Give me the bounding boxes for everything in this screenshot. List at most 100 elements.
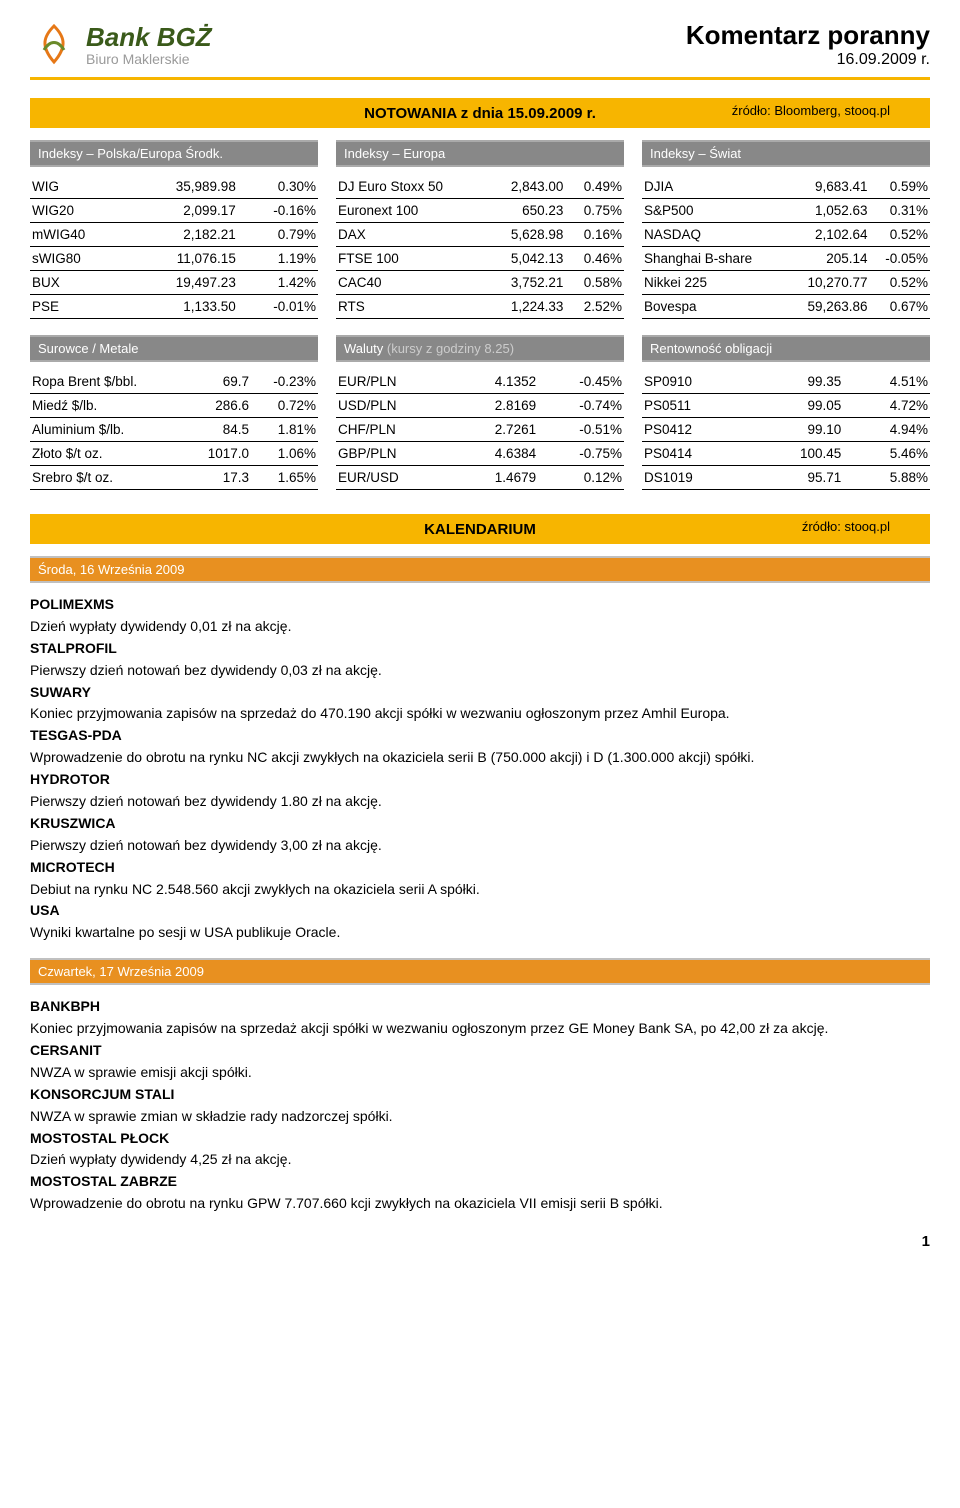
kal-text: NWZA w sprawie zmian w składzie rady nad… xyxy=(30,1107,930,1126)
kal-text: Pierwszy dzień notowań bez dywidendy 3,0… xyxy=(30,836,930,855)
table-row: Złoto $/t oz.1017.01.06% xyxy=(30,442,318,466)
row-value: 286.6 xyxy=(186,394,251,418)
table-row: mWIG402,182.210.79% xyxy=(30,223,318,247)
logo-icon xyxy=(30,20,78,68)
kal-ticker: MOSTOSTAL ZABRZE xyxy=(30,1172,930,1191)
row-label: FTSE 100 xyxy=(336,247,487,271)
row-label: GBP/PLN xyxy=(336,442,455,466)
row-value: 9,683.41 xyxy=(787,175,870,199)
page-header: Bank BGŻ Biuro Maklerskie Komentarz pora… xyxy=(30,20,930,80)
day1-body: POLIMEXMS Dzień wypłaty dywidendy 0,01 zł… xyxy=(30,595,930,942)
row-value: 5.46% xyxy=(843,442,930,466)
row-value: 0.58% xyxy=(565,271,624,295)
kal-text: Koniec przyjmowania zapisów na sprzedaż … xyxy=(30,1019,930,1038)
row-value: 1017.0 xyxy=(186,442,251,466)
kal-text: Debiut na rynku NC 2.548.560 akcji zwykł… xyxy=(30,880,930,899)
table-row: DJIA9,683.410.59% xyxy=(642,175,930,199)
logo: Bank BGŻ Biuro Maklerskie xyxy=(30,20,212,68)
row-value: 2,843.00 xyxy=(487,175,565,199)
currencies-head-main: Waluty xyxy=(344,341,387,356)
row-label: Aluminium $/lb. xyxy=(30,418,186,442)
row-label: Srebro $/t oz. xyxy=(30,466,186,490)
kal-ticker: KRUSZWICA xyxy=(30,814,930,833)
kal-text: Dzień wypłaty dywidendy 4,25 zł na akcję… xyxy=(30,1150,930,1169)
table-row: Srebro $/t oz.17.31.65% xyxy=(30,466,318,490)
row-label: DJ Euro Stoxx 50 xyxy=(336,175,487,199)
row-value: 99.35 xyxy=(750,370,843,394)
table-row: Shanghai B-share205.14-0.05% xyxy=(642,247,930,271)
row-value: 95.71 xyxy=(750,466,843,490)
table-poland: WIG35,989.980.30%WIG202,099.17-0.16%mWIG… xyxy=(30,175,318,319)
row-value: 0.52% xyxy=(870,271,930,295)
row-label: CHF/PLN xyxy=(336,418,455,442)
table-head-europe: Indeksy – Europa xyxy=(336,140,624,167)
row-value: 0.79% xyxy=(238,223,318,247)
table-head-bonds: Rentowność obligacji xyxy=(642,335,930,362)
table-row: Miedź $/lb.286.60.72% xyxy=(30,394,318,418)
row-value: 17.3 xyxy=(186,466,251,490)
kal-text: Pierwszy dzień notowań bez dywidendy 1.8… xyxy=(30,792,930,811)
day2-body: BANKBPH Koniec przyjmowania zapisów na sp… xyxy=(30,997,930,1213)
table-head-currencies: Waluty (kursy z godziny 8.25) xyxy=(336,335,624,362)
row-label: USD/PLN xyxy=(336,394,455,418)
kal-ticker: STALPROFIL xyxy=(30,639,930,658)
table-row: BUX19,497.231.42% xyxy=(30,271,318,295)
table-europe: DJ Euro Stoxx 502,843.000.49%Euronext 10… xyxy=(336,175,624,319)
row-label: WIG20 xyxy=(30,199,128,223)
row-label: NASDAQ xyxy=(642,223,787,247)
row-value: 4.94% xyxy=(843,418,930,442)
day2-head: Czwartek, 17 Września 2009 xyxy=(30,958,930,985)
row-value: 84.5 xyxy=(186,418,251,442)
notowania-source: źródło: Bloomberg, stooq.pl xyxy=(732,103,890,118)
row-value: 1.65% xyxy=(251,466,318,490)
kal-ticker: POLIMEXMS xyxy=(30,595,930,614)
kal-text: Wprowadzenie do obrotu na rynku GPW 7.70… xyxy=(30,1194,930,1213)
kal-text: NWZA w sprawie emisji akcji spółki. xyxy=(30,1063,930,1082)
row-value: 5,042.13 xyxy=(487,247,565,271)
row-value: 3,752.21 xyxy=(487,271,565,295)
kal-text: Wprowadzenie do obrotu na rynku NC akcji… xyxy=(30,748,930,767)
kal-ticker: MOSTOSTAL PŁOCK xyxy=(30,1129,930,1148)
row-value: -0.45% xyxy=(538,370,624,394)
table-row: Bovespa59,263.860.67% xyxy=(642,295,930,319)
row-label: PSE xyxy=(30,295,128,319)
kal-text: Dzień wypłaty dywidendy 0,01 zł na akcję… xyxy=(30,617,930,636)
table-row: sWIG8011,076.151.19% xyxy=(30,247,318,271)
row-value: 1.4679 xyxy=(455,466,538,490)
table-row: DJ Euro Stoxx 502,843.000.49% xyxy=(336,175,624,199)
page-number: 1 xyxy=(30,1233,930,1250)
row-label: EUR/PLN xyxy=(336,370,455,394)
page-title: Komentarz poranny xyxy=(686,20,930,51)
table-row: CAC403,752.210.58% xyxy=(336,271,624,295)
row-value: 0.52% xyxy=(870,223,930,247)
row-value: 100.45 xyxy=(750,442,843,466)
kal-ticker: CERSANIT xyxy=(30,1041,930,1060)
row-value: 650.23 xyxy=(487,199,565,223)
row-label: Ropa Brent $/bbl. xyxy=(30,370,186,394)
table-world: DJIA9,683.410.59%S&P5001,052.630.31%NASD… xyxy=(642,175,930,319)
kal-text: Koniec przyjmowania zapisów na sprzedaż … xyxy=(30,704,930,723)
row-value: 1.81% xyxy=(251,418,318,442)
row-value: 4.72% xyxy=(843,394,930,418)
page-date: 16.09.2009 r. xyxy=(686,51,930,69)
table-row: PS0414100.455.46% xyxy=(642,442,930,466)
row-value: 0.30% xyxy=(238,175,318,199)
table-row: WIG202,099.17-0.16% xyxy=(30,199,318,223)
row-value: 1,052.63 xyxy=(787,199,870,223)
kalendarium-source: źródło: stooq.pl xyxy=(802,519,890,534)
kal-ticker: BANKBPH xyxy=(30,997,930,1016)
row-value: 0.46% xyxy=(565,247,624,271)
row-label: BUX xyxy=(30,271,128,295)
row-label: DS1019 xyxy=(642,466,750,490)
row-label: sWIG80 xyxy=(30,247,128,271)
row-value: 2.7261 xyxy=(455,418,538,442)
row-value: 99.05 xyxy=(750,394,843,418)
logo-bank-text: Bank BGŻ xyxy=(86,22,212,53)
row-label: Euronext 100 xyxy=(336,199,487,223)
row-value: 0.31% xyxy=(870,199,930,223)
table-row: WIG35,989.980.30% xyxy=(30,175,318,199)
day1-head: Środa, 16 Września 2009 xyxy=(30,556,930,583)
table-row: DS101995.715.88% xyxy=(642,466,930,490)
table-row: PS041299.104.94% xyxy=(642,418,930,442)
logo-sub-text: Biuro Maklerskie xyxy=(86,51,212,67)
